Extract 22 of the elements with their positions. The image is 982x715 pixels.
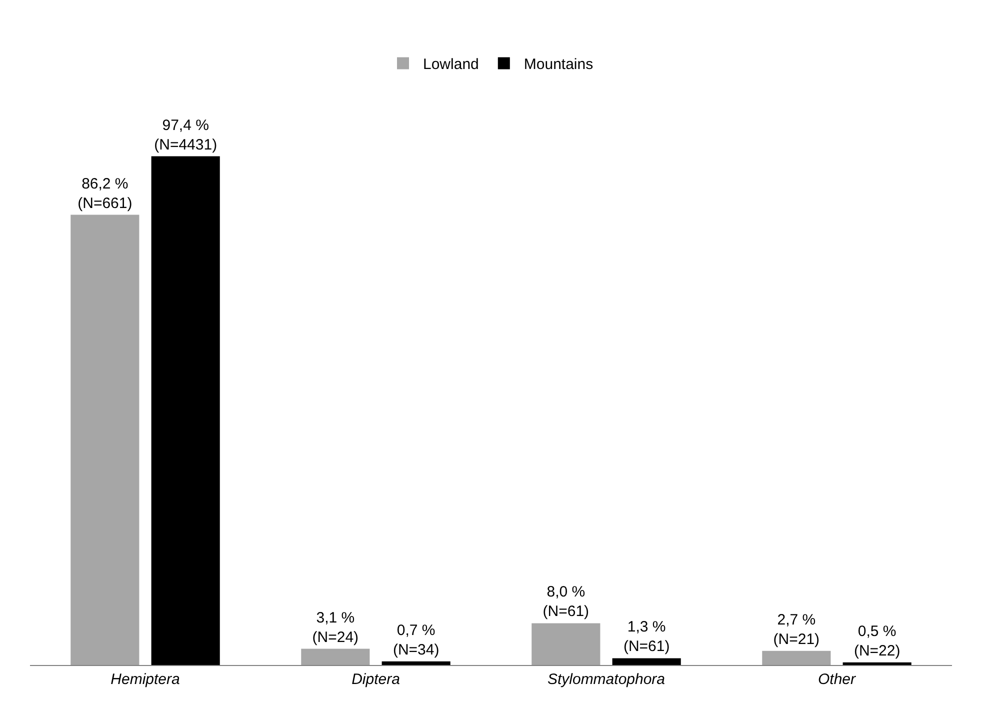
data-label: 3,1 % (N=24)	[312, 609, 359, 646]
bar	[70, 214, 140, 665]
bar	[612, 658, 681, 665]
bar	[762, 650, 831, 665]
data-label: 97,4 % (N=4431)	[154, 116, 218, 154]
x-tick-label: Diptera	[352, 671, 400, 688]
x-tick-label: Other	[818, 671, 857, 688]
data-label: 0,7 % (N=34)	[392, 622, 440, 658]
bar	[382, 661, 450, 665]
data-label: 1,3 % (N=61)	[623, 618, 670, 656]
data-label: 8,0 % (N=61)	[542, 584, 590, 620]
x-tick-label: Hemiptera	[110, 671, 180, 688]
data-label: 2,7 % (N=21)	[773, 611, 820, 648]
bar	[842, 662, 912, 665]
bar	[532, 623, 600, 665]
legend-label: Mountains	[524, 56, 594, 74]
data-label: 86,2 % (N=661)	[78, 175, 132, 212]
bar	[301, 648, 370, 665]
data-label: 0,5 % (N=22)	[854, 622, 900, 660]
bar	[151, 156, 220, 665]
legend-label: Lowland	[423, 56, 479, 74]
x-tick-label: Stylommatophora	[547, 671, 666, 688]
